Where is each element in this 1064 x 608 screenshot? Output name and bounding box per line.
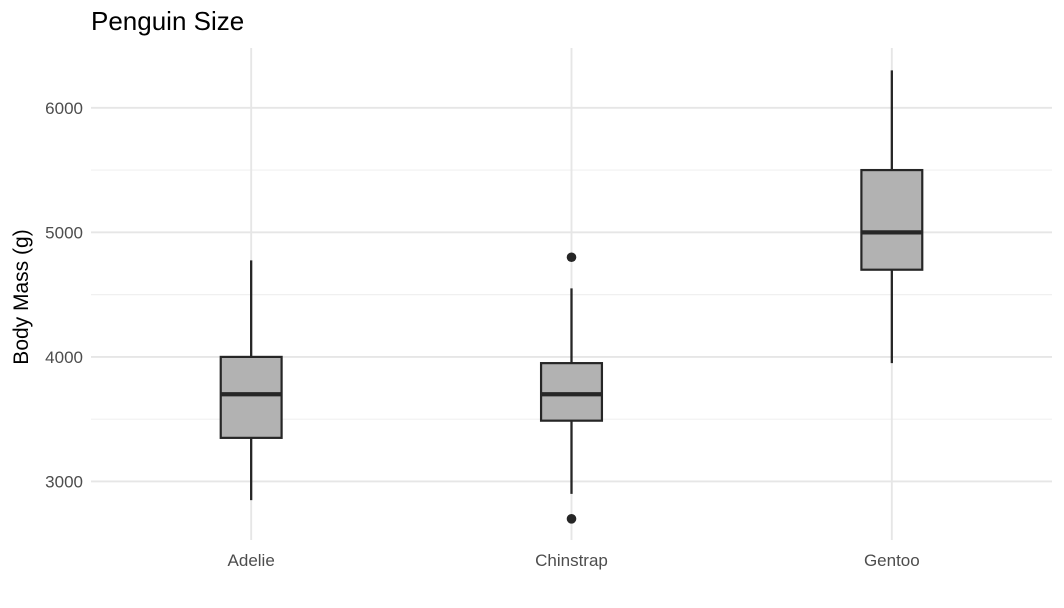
iqr-box-adelie [219, 355, 283, 439]
x-tick-label-gentoo: Gentoo [864, 551, 920, 570]
iqr-box-chinstrap [539, 362, 604, 422]
y-tick-label-6000: 6000 [45, 99, 83, 118]
box-group-adelie [219, 260, 283, 501]
outlier-point-chinstrap [566, 514, 577, 524]
y-tick-label-4000: 4000 [45, 348, 83, 367]
box-group-chinstrap [539, 252, 604, 524]
box-layer [219, 70, 924, 524]
x-tick-label-chinstrap: Chinstrap [535, 551, 608, 570]
iqr-box-gentoo [860, 168, 924, 271]
tick-label-layer: 3000 4000 5000 6000 Adelie Chinstrap Gentoo [45, 99, 920, 570]
box-group-gentoo [860, 70, 924, 364]
y-tick-label-5000: 5000 [45, 223, 83, 242]
outlier-point-chinstrap [566, 252, 577, 263]
chart-title: Penguin Size [91, 6, 245, 36]
x-tick-label-adelie: Adelie [228, 551, 275, 570]
y-axis-title: Body Mass (g) [10, 229, 33, 364]
y-tick-label-3000: 3000 [45, 472, 83, 491]
